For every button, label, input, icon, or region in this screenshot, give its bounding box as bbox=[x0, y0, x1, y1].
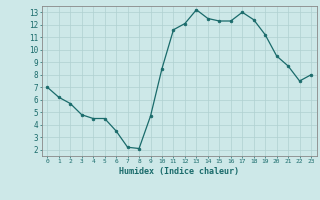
X-axis label: Humidex (Indice chaleur): Humidex (Indice chaleur) bbox=[119, 167, 239, 176]
